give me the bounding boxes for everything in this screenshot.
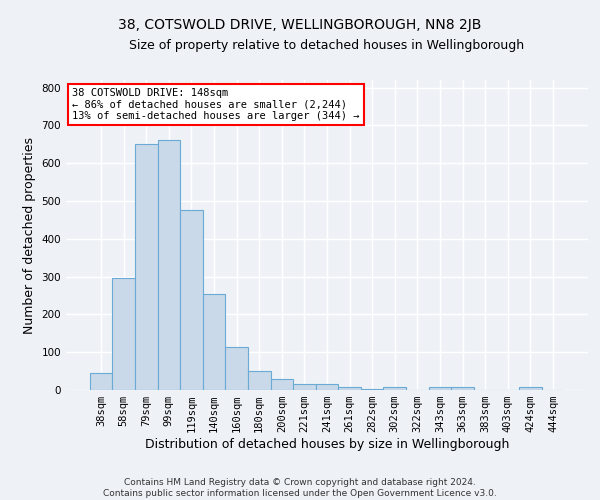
- Bar: [135, 144, 158, 390]
- Bar: [248, 371, 271, 390]
- Bar: [158, 140, 180, 390]
- Text: 38 COTSWOLD DRIVE: 148sqm
← 86% of detached houses are smaller (2,244)
13% of se: 38 COTSWOLD DRIVE: 148sqm ← 86% of detac…: [72, 88, 360, 121]
- Bar: [112, 278, 135, 390]
- Title: Size of property relative to detached houses in Wellingborough: Size of property relative to detached ho…: [130, 40, 524, 52]
- Bar: [180, 210, 203, 390]
- Bar: [90, 373, 112, 390]
- Text: 38, COTSWOLD DRIVE, WELLINGBOROUGH, NN8 2JB: 38, COTSWOLD DRIVE, WELLINGBOROUGH, NN8 …: [118, 18, 482, 32]
- Bar: [428, 387, 451, 390]
- Bar: [361, 389, 383, 390]
- Text: Contains HM Land Registry data © Crown copyright and database right 2024.
Contai: Contains HM Land Registry data © Crown c…: [103, 478, 497, 498]
- Bar: [226, 348, 248, 390]
- Y-axis label: Number of detached properties: Number of detached properties: [23, 136, 36, 334]
- X-axis label: Distribution of detached houses by size in Wellingborough: Distribution of detached houses by size …: [145, 438, 509, 451]
- Bar: [203, 294, 226, 390]
- Bar: [293, 384, 316, 390]
- Bar: [383, 387, 406, 390]
- Bar: [451, 387, 474, 390]
- Bar: [271, 380, 293, 390]
- Bar: [519, 387, 542, 390]
- Bar: [316, 384, 338, 390]
- Bar: [338, 387, 361, 390]
